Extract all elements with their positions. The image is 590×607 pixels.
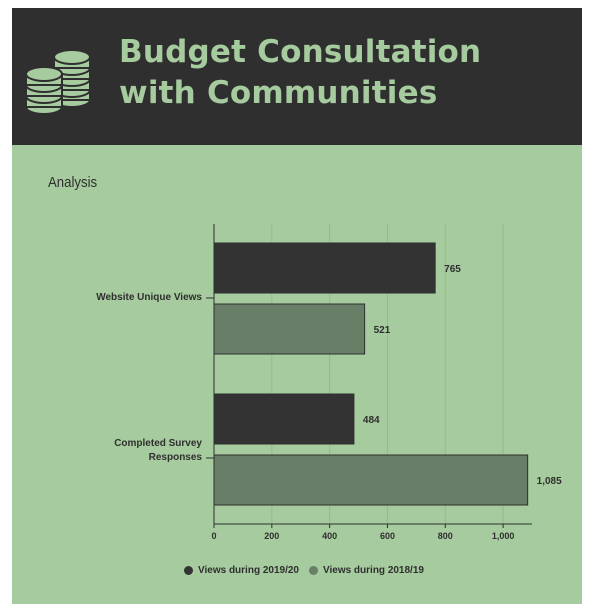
legend-label-2019-20: Views during 2019/20 [198, 565, 299, 576]
category-label-1-0: Completed Survey [114, 438, 202, 449]
value-label-1-1: 1,085 [537, 476, 562, 487]
value-label-0-1: 521 [374, 325, 391, 336]
x-tick-label-1: 200 [264, 531, 279, 541]
category-label-0-0: Website Unique Views [96, 292, 202, 303]
page-title: Budget Consultation with Communities [119, 32, 481, 114]
category-label-1-1: Responses [149, 452, 203, 463]
value-label-1-0: 484 [363, 415, 380, 426]
legend: Views during 2019/20 Views during 2018/1… [184, 565, 434, 576]
legend-item-2019-20: Views during 2019/20 [184, 565, 299, 576]
bar-1-1 [213, 454, 529, 506]
legend-label-2018-19: Views during 2018/19 [322, 565, 424, 576]
legend-dot-2018-19 [308, 566, 318, 575]
coins-icon [25, 49, 91, 115]
legend-dot-2019-20 [184, 566, 193, 575]
bar-chart: 765 521 484 1,085 Website Unique Views Comple… [96, 224, 562, 541]
bar-0-0 [213, 242, 436, 294]
x-tick-label-0: 0 [211, 531, 216, 541]
x-tick-label-3: 600 [380, 531, 395, 541]
infographic-card: Budget Consultation with Communities Ana… [12, 8, 582, 604]
legend-item-2018-19: Views during 2018/19 [308, 565, 424, 576]
bar-1-0 [213, 393, 355, 445]
header: Budget Consultation with Communities [12, 8, 582, 145]
x-tick-label-4: 800 [438, 531, 453, 541]
x-tick-label-2: 400 [322, 531, 337, 541]
section-label: Analysis [48, 174, 98, 191]
title-line-2: with Communities [119, 75, 438, 111]
bar-0-1 [213, 303, 366, 355]
x-tick-label-5: 1,000 [492, 531, 515, 541]
title-line-1: Budget Consultation [119, 34, 482, 70]
value-label-0-0: 765 [444, 264, 461, 275]
